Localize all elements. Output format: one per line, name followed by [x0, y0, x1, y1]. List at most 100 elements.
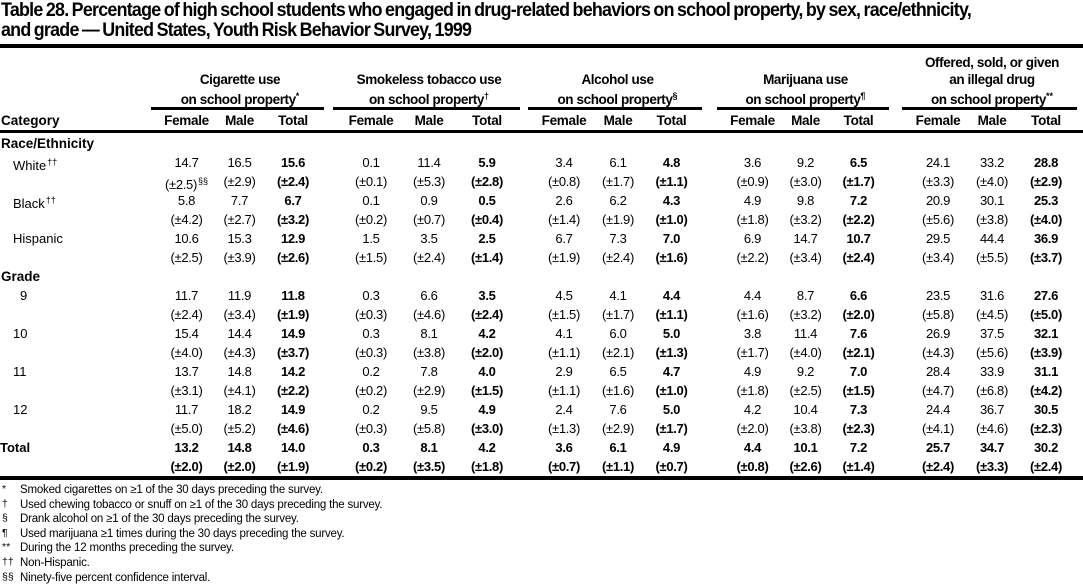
row-label — [0, 305, 150, 324]
column-gap — [516, 229, 537, 248]
column-gap — [320, 324, 342, 343]
value-cell: 3.8 — [743, 326, 762, 341]
ci-cell: (±4.0) — [975, 174, 1009, 189]
value-cell: 7.7 — [230, 193, 249, 208]
data-row-ci: (±2.5)§§ (±2.9) (±2.4) (±0.1) (±5.3) (±2.8) (±… — [0, 172, 1083, 192]
column-gap — [150, 324, 160, 343]
ci-cell: (±5.3) — [412, 174, 446, 189]
footnote: † Used chewing tobacco or snuff on ≥1 of … — [2, 498, 1083, 513]
subheader-female: Female — [730, 113, 775, 128]
group-header-text: on school property — [930, 92, 1047, 107]
row-label: Total — [0, 440, 31, 455]
total-row-values: Total 13.2 14.8 14.0 0.3 8.1 4.2 3.6 6.1 4.9 4.4 10… — [0, 438, 1083, 457]
subheader-male: Male — [225, 113, 254, 128]
ci-cell: (±1.1) — [547, 383, 581, 398]
column-gap — [320, 343, 342, 362]
value-cell: 30.1 — [979, 193, 1005, 208]
ci-cell: (±3.1) — [170, 383, 203, 398]
ci-cell: (±5.6) — [975, 345, 1009, 360]
value-cell: 9.2 — [796, 155, 815, 170]
value-cell: 14.7 — [793, 231, 818, 246]
ci-cell: (±1.8) — [736, 212, 769, 227]
ci-cell: (±2.3) — [842, 421, 875, 436]
column-gap — [516, 381, 537, 400]
ci-cell: (±1.9) — [547, 250, 581, 265]
footnote-marker-double-asterisk: ** — [1046, 91, 1054, 101]
ci-cell: (±2.1) — [842, 345, 875, 360]
subheader-female: Female — [915, 113, 961, 128]
ci-cell: (±4.6) — [276, 421, 310, 436]
ci-cell: (±2.4) — [601, 250, 635, 265]
ci-cell: (±3.2) — [276, 212, 310, 227]
value-cell: 32.1 — [1033, 326, 1059, 341]
ci-cell: (±0.7) — [655, 459, 688, 474]
section-heading-row: Grade — [0, 267, 1083, 286]
value-cell: 4.9 — [478, 402, 496, 417]
ci-cell: (±0.3) — [354, 421, 388, 436]
ci-cell: (±0.8) — [736, 459, 769, 474]
column-gap — [150, 305, 160, 324]
ci-cell: (±1.3) — [547, 421, 581, 436]
data-row-ci: (±2.4) (±3.4) (±1.9) (±0.3) (±4.6) (±2.4) (±1.… — [0, 305, 1083, 324]
column-gap — [885, 210, 911, 229]
value-cell: 0.3 — [362, 440, 380, 455]
ci-cell: (±4.0) — [789, 345, 822, 360]
ci-cell: (±1.3) — [655, 345, 688, 360]
subheader-total: Total — [656, 113, 687, 128]
ci-cell: (±4.0) — [1029, 212, 1063, 227]
value-cell: 11.7 — [174, 402, 199, 417]
value-cell: 14.7 — [174, 155, 199, 170]
ci-cell: (±2.4) — [276, 174, 310, 189]
column-gap — [516, 248, 537, 267]
ci-cell: (±4.7) — [921, 383, 955, 398]
data-row-values: 11 13.7 14.8 14.2 0.2 7.8 4.0 2.9 6.5 4.7 4.9 9.2 7.… — [0, 362, 1083, 381]
row-label: 12 — [13, 402, 28, 417]
group-header-marijuana-line1: Marijuana use — [763, 72, 848, 87]
value-cell: 6.6 — [420, 288, 438, 303]
value-cell: 0.3 — [362, 326, 380, 341]
footnotes: * Smoked cigarettes on ≥1 of the 30 days … — [0, 483, 1083, 585]
group-header-cigarette-line2: on school property* — [160, 88, 320, 107]
footnote: †† Non-Hispanic. — [2, 556, 1083, 571]
ci-cell: (±5.0) — [1029, 307, 1063, 322]
value-cell: 33.2 — [979, 155, 1005, 170]
value-cell: 36.9 — [1033, 231, 1059, 246]
ci-cell: (±5.2) — [223, 421, 256, 436]
value-cell: 7.3 — [609, 231, 627, 246]
column-gap — [320, 381, 342, 400]
group-header-smokeless-line1: Smokeless tobacco use — [356, 72, 502, 87]
value-cell: 14.9 — [280, 402, 306, 417]
column-gap — [516, 343, 537, 362]
ci-cell: (±1.7) — [655, 421, 688, 436]
ci-cell: (±4.3) — [921, 345, 955, 360]
ci-cell: (±1.7) — [842, 174, 875, 189]
row-label: 9 — [20, 288, 28, 303]
footnote-marker: ¶ — [2, 526, 8, 539]
value-cell: 34.7 — [979, 440, 1005, 455]
ci-cell: (±4.2) — [170, 212, 203, 227]
value-cell: 37.5 — [979, 326, 1005, 341]
table-column-headers: Category Cigarette use on school propert… — [0, 54, 1083, 130]
footnote-marker-dagger: † — [484, 91, 490, 101]
ci-cell: (±1.8) — [470, 459, 504, 474]
data-row-values: Hispanic 10.6 15.3 12.9 1.5 3.5 2.5 6.7 7.3 7.0 6.… — [0, 229, 1083, 248]
ci-cell: (±2.2) — [736, 250, 769, 265]
value-cell: 10.4 — [793, 402, 818, 417]
ci-cell: (±0.7) — [412, 212, 446, 227]
ci-cell: (±0.2) — [354, 459, 388, 474]
subheader-total: Total — [1031, 113, 1061, 128]
value-cell: 11.7 — [174, 288, 199, 303]
value-cell: 6.5 — [609, 364, 627, 379]
column-gap — [885, 400, 911, 419]
column-gap — [885, 419, 911, 438]
ci-cell: (±2.1) — [601, 345, 635, 360]
value-cell: 13.7 — [174, 364, 199, 379]
ci-cell: (±2.9) — [412, 383, 446, 398]
data-row-ci: (±2.5) (±3.9) (±2.6) (±1.5) (±2.4) (±1.4) (±1.… — [0, 248, 1083, 267]
ci-cell: (±1.1) — [601, 459, 635, 474]
ci-cell: (±2.6) — [789, 459, 822, 474]
column-gap — [698, 362, 726, 381]
ci-cell: (±0.9) — [736, 174, 769, 189]
group-header-illegal-drug-line2: an illegal drug — [949, 72, 1035, 87]
ci-cell: (±1.9) — [601, 212, 635, 227]
